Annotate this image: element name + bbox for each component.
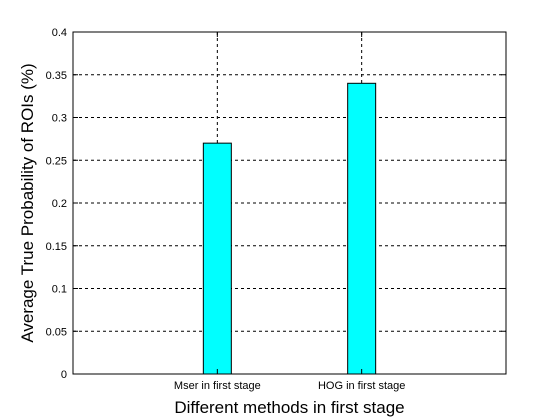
y-tick-label: 0 bbox=[61, 369, 67, 381]
y-tick-label: 0.1 bbox=[52, 284, 67, 296]
y-axis-label: Average True Probability of ROIs (%) bbox=[18, 63, 37, 342]
axis-ticks: 0 0.05 0.1 0.15 0.2 0.25 0.3 0.35 0.4 Mser in fir… bbox=[46, 27, 506, 392]
y-tick-label: 0.05 bbox=[46, 326, 67, 338]
y-tick-label: 0.4 bbox=[52, 27, 67, 39]
y-tick-label: 0.25 bbox=[46, 155, 67, 167]
y-tick-label: 0.3 bbox=[52, 113, 67, 125]
bar bbox=[347, 82, 377, 375]
bars bbox=[202, 82, 377, 375]
x-tick-label: Mser in first stage bbox=[174, 380, 261, 392]
x-axis-label: Different methods in first stage bbox=[174, 398, 404, 417]
y-tick-label: 0.35 bbox=[46, 70, 67, 82]
y-tick-label: 0.2 bbox=[52, 198, 67, 210]
y-tick-label: 0.15 bbox=[46, 241, 67, 253]
bar bbox=[202, 142, 232, 375]
x-tick-label: HOG in first stage bbox=[318, 380, 405, 392]
